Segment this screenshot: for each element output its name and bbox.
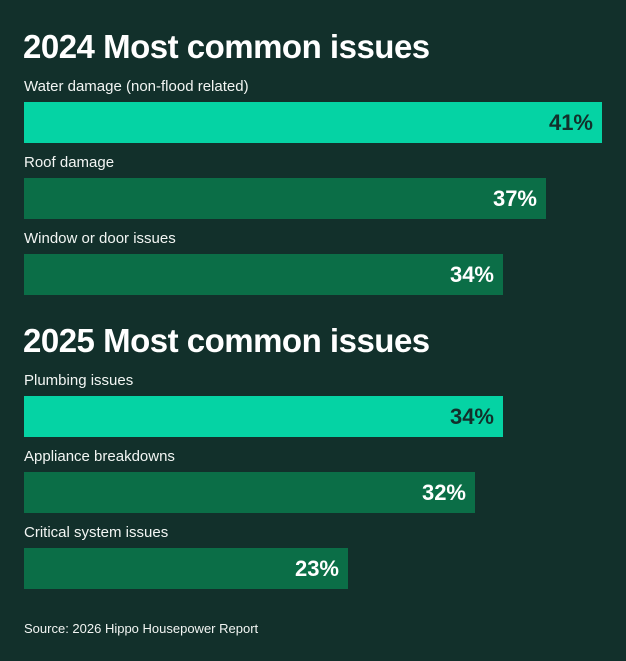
source-note: Source: 2026 Hippo Housepower Report — [24, 621, 259, 636]
category-label: Appliance breakdowns — [24, 448, 175, 465]
section-title: 2025 Most common issues — [23, 322, 430, 359]
value-label: 34% — [449, 404, 494, 429]
value-label: 37% — [492, 186, 537, 211]
category-label: Window or door issues — [24, 230, 176, 247]
bar: 32% — [24, 472, 475, 513]
bar: 37% — [24, 178, 546, 219]
bar: 34% — [24, 396, 503, 437]
value-label: 34% — [449, 262, 494, 287]
bar: 23% — [24, 548, 348, 589]
category-label: Critical system issues — [24, 524, 169, 541]
category-label: Water damage (non-flood related) — [24, 78, 249, 95]
value-label: 23% — [294, 556, 339, 581]
bar: 41% — [24, 102, 602, 143]
section-title: 2024 Most common issues — [23, 28, 430, 65]
category-label: Plumbing issues — [24, 372, 134, 389]
bar: 34% — [24, 254, 503, 295]
value-label: 41% — [548, 110, 593, 135]
value-label: 32% — [421, 480, 466, 505]
category-label: Roof damage — [24, 154, 115, 171]
